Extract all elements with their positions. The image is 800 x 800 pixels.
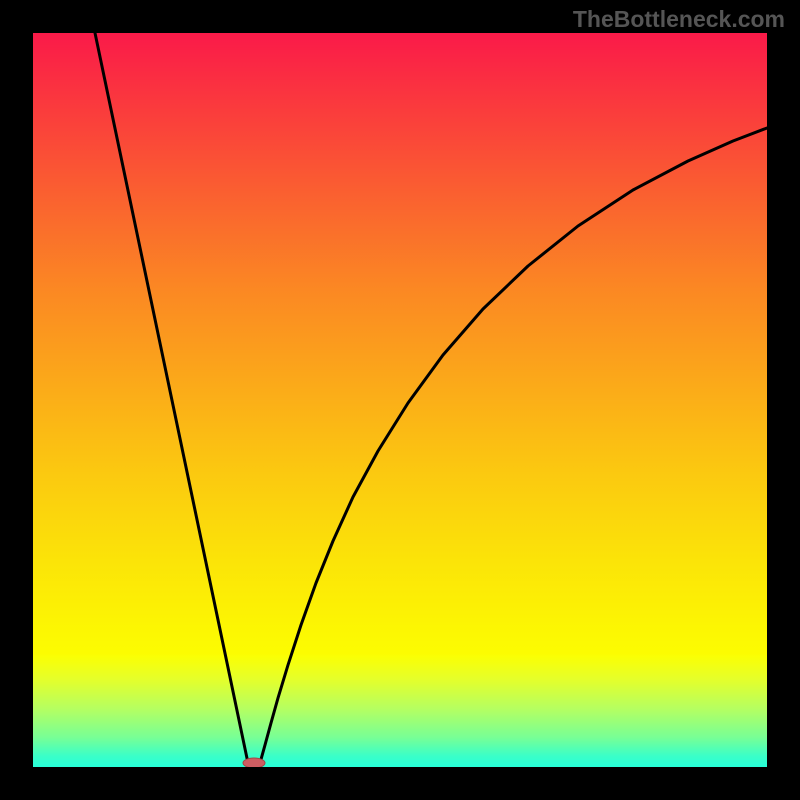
bottleneck-curve — [95, 33, 767, 763]
plot-area — [33, 33, 767, 767]
chart-container: TheBottleneck.com — [0, 0, 800, 800]
curve-layer — [33, 33, 767, 767]
watermark-text: TheBottleneck.com — [573, 6, 785, 33]
optimal-point-marker — [243, 758, 265, 767]
